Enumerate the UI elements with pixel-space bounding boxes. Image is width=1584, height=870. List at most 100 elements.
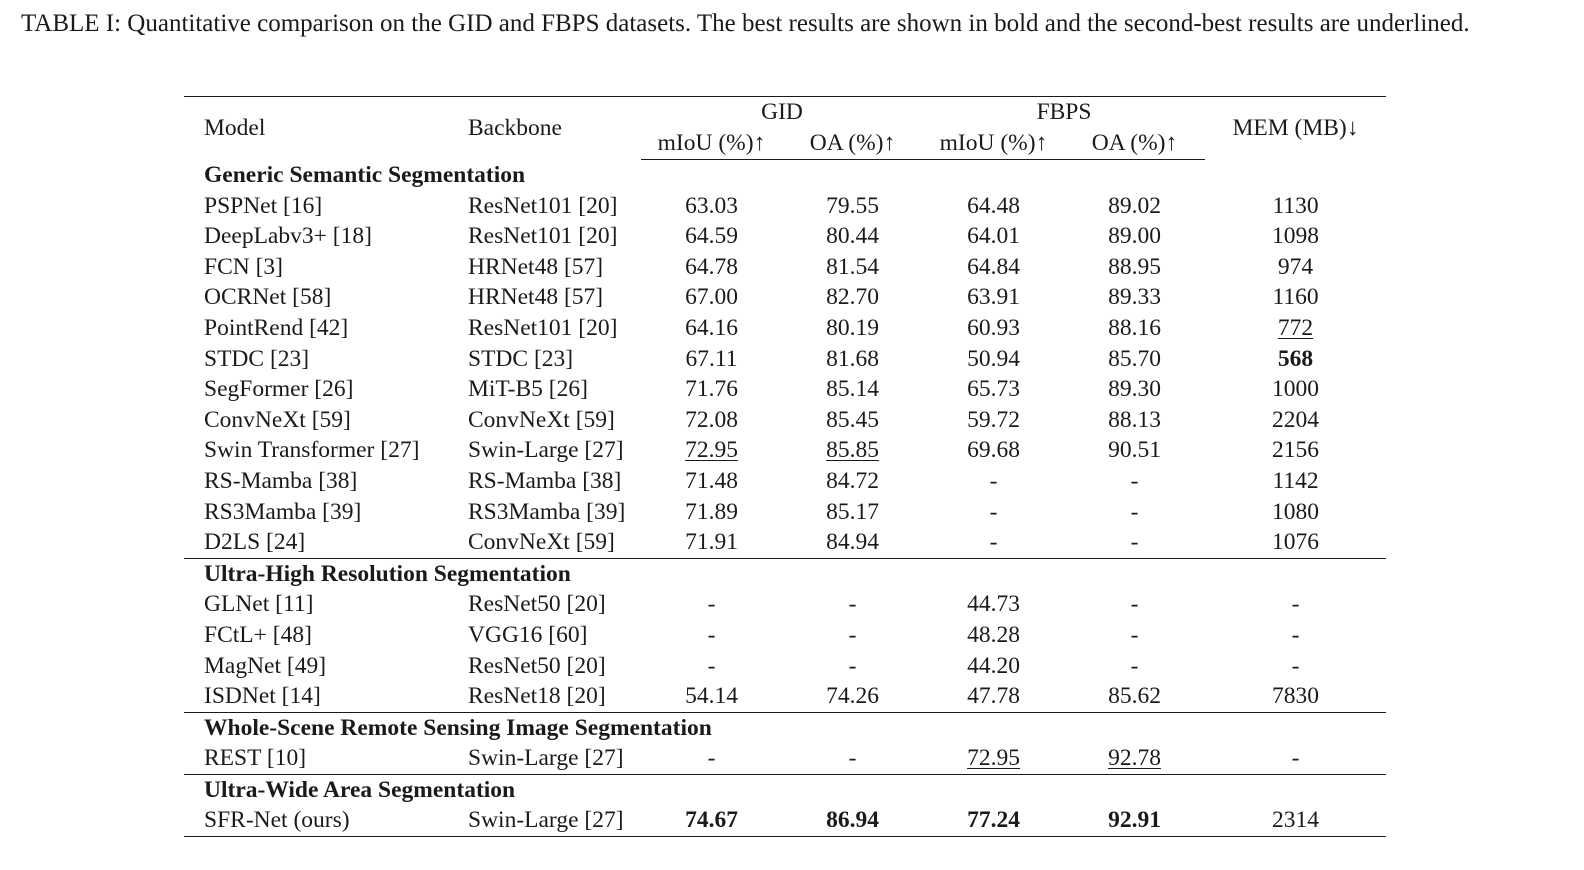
- table-row: D2LS [24] ConvNeXt [59] 71.91 84.94 - - 1076: [184, 527, 1386, 558]
- fbps-miou-cell: 64.84: [923, 252, 1064, 283]
- fbps-oa-value: 90.51: [1108, 437, 1161, 464]
- backbone-cell: RS3Mamba [39]: [468, 498, 626, 525]
- gid-oa-value: 80.19: [826, 314, 879, 341]
- fbps-oa-value: -: [1130, 591, 1139, 618]
- gid-miou-value: 54.14: [685, 683, 738, 710]
- mem-value: 772: [1277, 314, 1314, 341]
- header-fbps-miou: mIoU (%)↑: [923, 128, 1064, 160]
- gid-oa-value: 82.70: [826, 284, 879, 311]
- mem-value: 2204: [1272, 406, 1320, 433]
- mem-cell: 974: [1205, 252, 1386, 283]
- table-row: SegFormer [26] MiT-B5 [26] 71.76 85.14 65.73…: [184, 374, 1386, 405]
- gid-oa-cell: 82.70: [782, 282, 923, 313]
- mem-value: 1130: [1272, 192, 1319, 219]
- fbps-oa-cell: 89.30: [1064, 374, 1205, 405]
- gid-oa-cell: 80.19: [782, 313, 923, 344]
- backbone-cell: MiT-B5 [26]: [468, 376, 588, 403]
- gid-miou-cell: 71.76: [641, 374, 782, 405]
- table-row: ConvNeXt [59] ConvNeXt [59] 72.08 85.45 59.7…: [184, 405, 1386, 436]
- table-row: MagNet [49] ResNet50 [20] - - 44.20 - -: [184, 651, 1386, 682]
- fbps-oa-cell: 90.51: [1064, 435, 1205, 466]
- section-header-row: Generic Semantic Segmentation: [184, 160, 1386, 191]
- backbone-cell: ConvNeXt [59]: [468, 406, 615, 433]
- table-row: OCRNet [58] HRNet48 [57] 67.00 82.70 63.91 89…: [184, 282, 1386, 313]
- gid-oa-value: -: [848, 652, 857, 679]
- gid-oa-value: 79.55: [826, 192, 879, 219]
- table-row: Swin Transformer [27] Swin-Large [27] 72.9…: [184, 435, 1386, 466]
- fbps-oa-value: -: [1130, 652, 1139, 679]
- mem-cell: 7830: [1205, 681, 1386, 712]
- gid-oa-cell: 85.45: [782, 405, 923, 436]
- gid-oa-cell: 86.94: [782, 805, 923, 838]
- fbps-oa-cell: 85.62: [1064, 681, 1205, 712]
- mem-cell: 1076: [1205, 527, 1386, 558]
- gid-oa-value: -: [848, 621, 857, 648]
- gid-oa-value: 81.68: [826, 345, 879, 372]
- mem-value: -: [1291, 745, 1300, 772]
- gid-miou-cell: 72.08: [641, 405, 782, 436]
- model-cell: RS3Mamba [39]: [204, 498, 362, 525]
- model-cell: ConvNeXt [59]: [204, 406, 351, 433]
- fbps-miou-value: 44.73: [967, 591, 1020, 618]
- gid-miou-cell: 67.11: [641, 344, 782, 375]
- gid-miou-cell: 72.95: [641, 435, 782, 466]
- gid-miou-cell: 71.89: [641, 497, 782, 528]
- fbps-miou-cell: 48.28: [923, 620, 1064, 651]
- model-cell: DeepLabv3+ [18]: [204, 223, 372, 250]
- table-row: STDC [23] STDC [23] 67.11 81.68 50.94 85.70 56…: [184, 344, 1386, 375]
- header-gid-oa: OA (%)↑: [782, 128, 923, 160]
- fbps-miou-value: 63.91: [967, 284, 1020, 311]
- table-row: RS-Mamba [38] RS-Mamba [38] 71.48 84.72 - - 11…: [184, 466, 1386, 497]
- fbps-miou-value: 44.20: [967, 652, 1020, 679]
- gid-oa-cell: -: [782, 743, 923, 774]
- gid-miou-value: 71.76: [685, 376, 738, 403]
- gid-miou-cell: 71.91: [641, 527, 782, 558]
- gid-miou-value: 72.08: [685, 406, 738, 433]
- section-title: Ultra-Wide Area Segmentation: [184, 773, 1387, 806]
- gid-miou-value: 64.59: [685, 223, 738, 250]
- fbps-miou-cell: -: [923, 466, 1064, 497]
- model-cell: MagNet [49]: [204, 652, 327, 679]
- fbps-miou-value: 64.01: [967, 223, 1020, 250]
- comparison-table-container: Model Backbone GID FBPS MEM (MB)↓ mIoU (…: [184, 96, 1387, 838]
- mem-value: -: [1291, 652, 1300, 679]
- gid-oa-value: 81.54: [826, 253, 879, 280]
- fbps-oa-value: 92.91: [1108, 807, 1161, 834]
- gid-oa-value: 85.85: [826, 437, 879, 464]
- gid-oa-cell: 79.55: [782, 191, 923, 222]
- model-cell: RS-Mamba [38]: [204, 467, 358, 494]
- gid-miou-value: 71.91: [685, 529, 738, 556]
- model-cell: PSPNet [16]: [204, 192, 323, 219]
- table-row: SFR-Net (ours) Swin-Large [27] 74.67 86.94 7…: [184, 805, 1387, 838]
- gid-oa-cell: 80.44: [782, 221, 923, 252]
- gid-oa-cell: 81.54: [782, 252, 923, 283]
- fbps-miou-cell: 64.48: [923, 191, 1064, 222]
- fbps-miou-cell: 65.73: [923, 374, 1064, 405]
- gid-oa-value: 84.94: [826, 529, 879, 556]
- backbone-cell: ResNet101 [20]: [468, 314, 618, 341]
- model-cell: SegFormer [26]: [204, 376, 354, 403]
- backbone-cell: ResNet50 [20]: [468, 591, 606, 618]
- fbps-miou-cell: 59.72: [923, 405, 1064, 436]
- fbps-miou-value: 64.48: [967, 192, 1020, 219]
- gid-oa-value: -: [848, 591, 857, 618]
- model-cell: FCtL+ [48]: [204, 621, 312, 648]
- gid-miou-value: -: [707, 621, 716, 648]
- backbone-cell: Swin-Large [27]: [448, 805, 641, 838]
- mem-cell: 2204: [1205, 405, 1386, 436]
- backbone-cell: STDC [23]: [468, 345, 574, 372]
- gid-miou-cell: -: [641, 743, 782, 774]
- fbps-miou-value: 72.95: [967, 745, 1020, 772]
- fbps-miou-cell: -: [923, 527, 1064, 558]
- mem-cell: 568: [1205, 344, 1386, 375]
- fbps-oa-cell: 92.78: [1064, 743, 1205, 774]
- fbps-oa-cell: -: [1064, 466, 1205, 497]
- gid-oa-value: 85.45: [826, 406, 879, 433]
- header-gid-miou: mIoU (%)↑: [641, 128, 782, 160]
- model-cell: STDC [23]: [204, 345, 310, 372]
- fbps-miou-value: -: [989, 498, 998, 525]
- gid-miou-value: 64.78: [685, 253, 738, 280]
- gid-miou-value: 71.89: [685, 498, 738, 525]
- fbps-oa-cell: -: [1064, 651, 1205, 682]
- gid-miou-cell: 71.48: [641, 466, 782, 497]
